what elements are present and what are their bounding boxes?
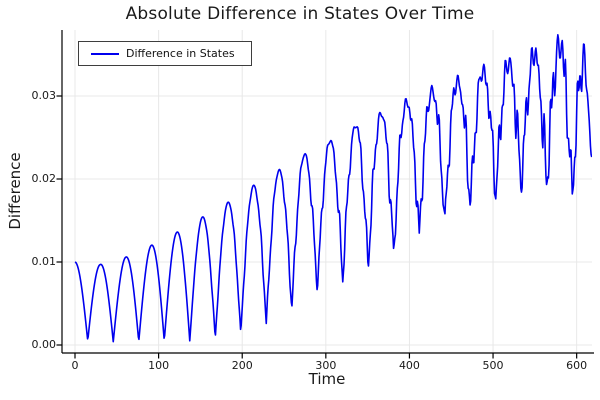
axes: [56, 30, 594, 359]
series-line: [74, 34, 592, 343]
x-tick-label: 100: [148, 359, 170, 372]
legend: Difference in States: [78, 41, 252, 66]
x-axis-label: Time: [308, 370, 346, 388]
x-tick-label: 600: [566, 359, 588, 372]
y-tick-label: 0.03: [31, 89, 57, 102]
legend-line-sample-icon: [91, 52, 119, 55]
chart-title: Absolute Difference in States Over Time: [125, 4, 475, 24]
x-tick-label: 500: [482, 359, 504, 372]
y-tick-label: 0.01: [31, 255, 57, 268]
x-tick-label: 400: [398, 359, 420, 372]
y-tick-label: 0.02: [31, 172, 57, 185]
x-tick-label: 200: [231, 359, 253, 372]
x-tick-label: 300: [315, 359, 337, 372]
y-tick-label: 0.00: [31, 338, 57, 351]
legend-label: Difference in States: [126, 47, 235, 60]
x-tick-label: 0: [71, 359, 79, 372]
y-axis-label: Difference: [6, 152, 24, 230]
